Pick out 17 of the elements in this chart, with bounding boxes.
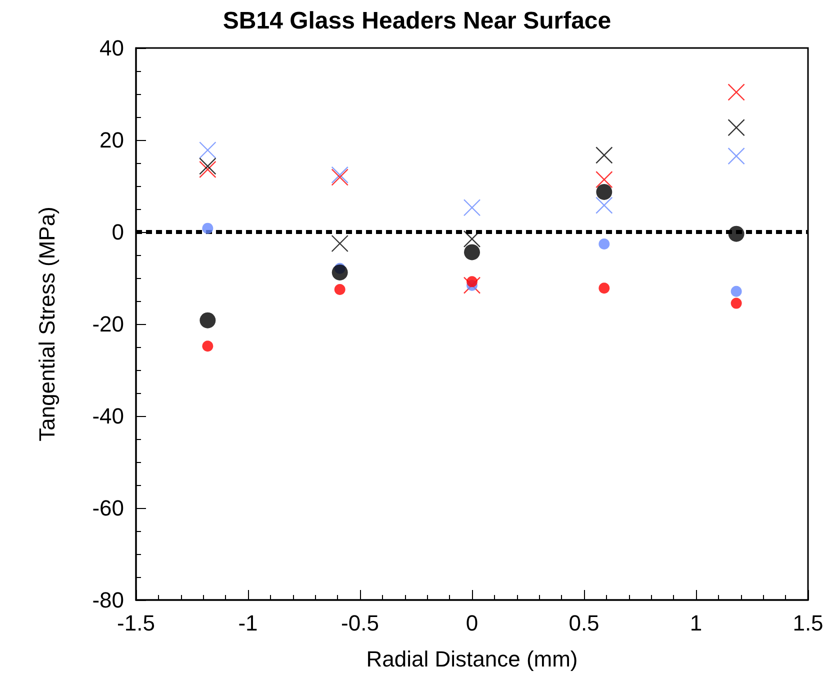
x-tick-label: -1.5 <box>117 610 155 636</box>
x-tick-label: -1 <box>238 610 258 636</box>
x-tick-label: 1 <box>690 610 702 636</box>
y-tick-label: 0 <box>112 220 124 244</box>
chart-title: SB14 Glass Headers Near Surface <box>222 8 612 34</box>
y-tick-label: -20 <box>92 312 124 336</box>
y-tick-label: -60 <box>92 496 124 520</box>
y-tick-label: 20 <box>100 128 124 152</box>
y-tick-label: 40 <box>100 36 124 60</box>
x-axis-title: Radial Distance (mm) <box>366 646 578 672</box>
y-tick-label: -40 <box>92 404 124 428</box>
x-tick-label: -0.5 <box>341 610 379 636</box>
x-tick-label: 0.5 <box>568 610 600 636</box>
y-axis-title: Tangential Stress (MPa) <box>34 206 60 442</box>
x-tick-label: 1.5 <box>792 610 824 636</box>
x-tick-label: 0 <box>466 610 478 636</box>
y-tick-label: -80 <box>92 588 124 612</box>
